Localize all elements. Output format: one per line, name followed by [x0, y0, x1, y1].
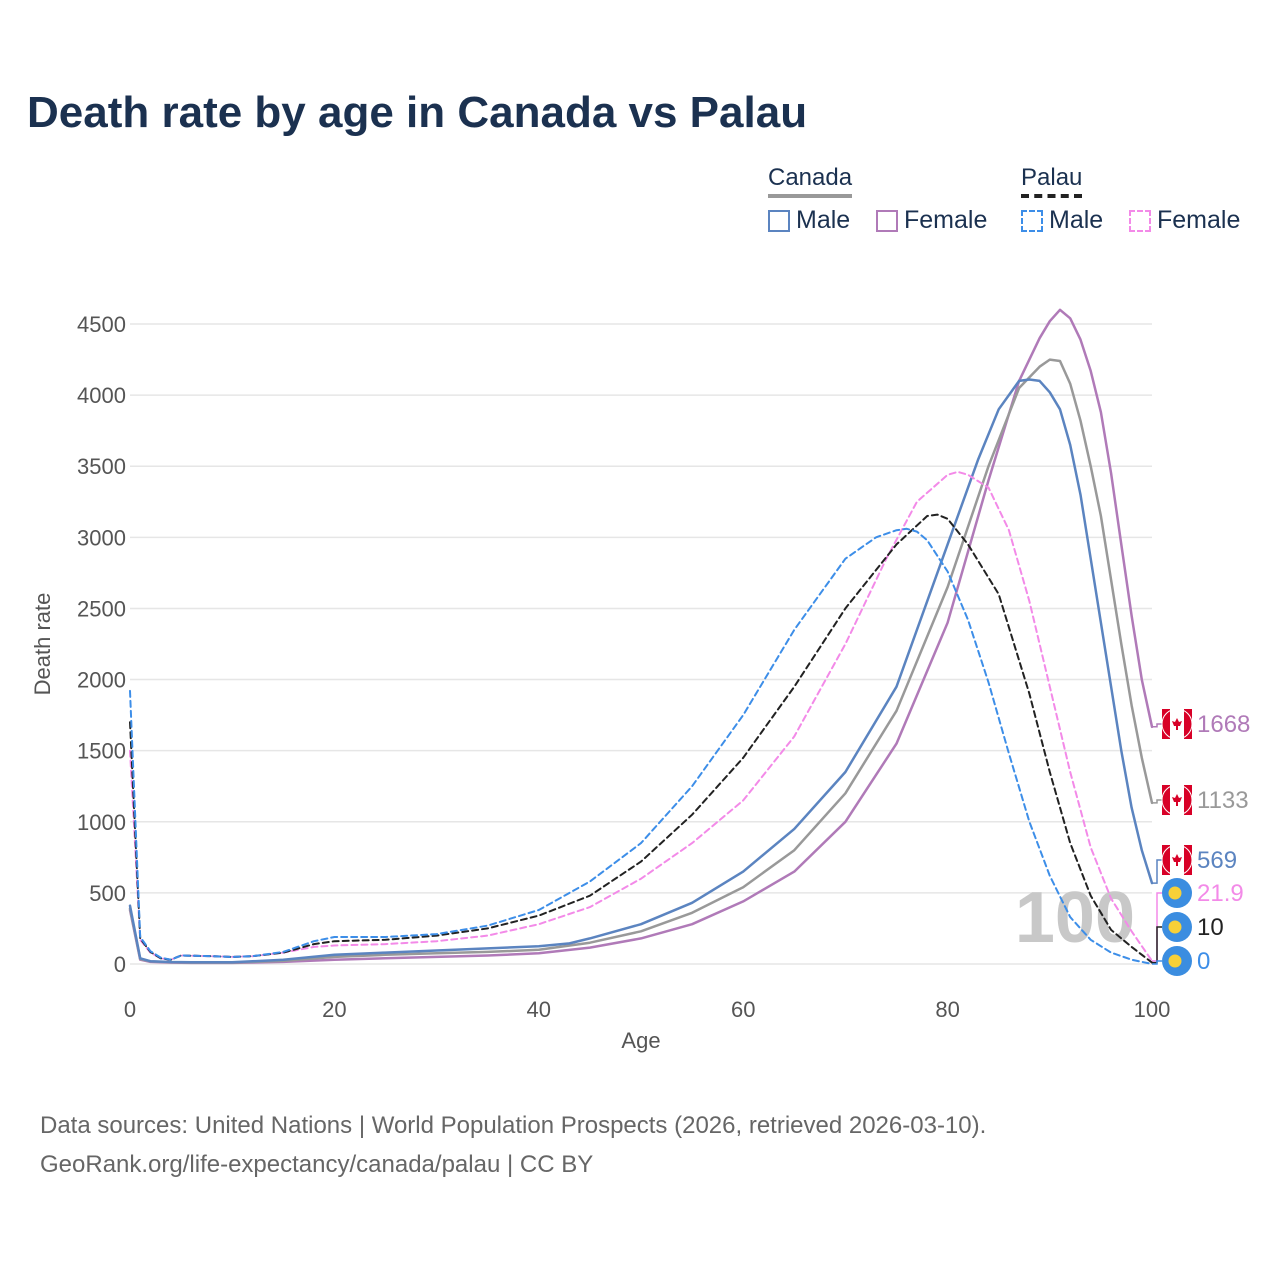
legend-label-palau-male: Male [1049, 206, 1104, 234]
flag-palau-icon [1162, 946, 1192, 976]
x-tick-label-20: 20 [322, 997, 346, 1022]
y-axis-title: Death rate [30, 593, 55, 696]
legend-swatch-palau-female [1129, 209, 1151, 232]
legend-swatch-canada-female [876, 209, 898, 232]
y-tick-label-2500: 2500 [77, 596, 126, 621]
x-tick-label-100: 100 [1134, 997, 1171, 1022]
flag-canada-band-left [1162, 785, 1170, 815]
legend-item-canada-female[interactable]: Female [876, 206, 987, 235]
legend-group-palau: Palau [1021, 164, 1083, 198]
end-label-layer: 1668 1133 569 21.9 10 0 [1152, 708, 1250, 976]
source-note: Data sources: United Nations | World Pop… [40, 1106, 986, 1184]
flag-canada-rim [1161, 844, 1193, 876]
y-tick-label-4500: 4500 [77, 312, 126, 337]
flag-canada-icon [1161, 844, 1193, 876]
y-tick-label-3500: 3500 [77, 454, 126, 479]
end-label-canada-total: 1133 [1197, 787, 1249, 814]
flag-canada-leaf [1172, 794, 1182, 806]
series-line-palau-total [129, 513, 1153, 964]
axis-layer: 0 500 1000 1500 2000 2500 3000 3500 4000 4500 0 20 4… [30, 312, 1170, 1053]
legend-label-palau-female: Female [1157, 206, 1241, 234]
y-tick-label-1500: 1500 [77, 739, 126, 764]
flag-canada-band-right [1184, 785, 1192, 815]
leader-line-palau-total [1152, 926, 1162, 964]
leader-line-canada-male [1152, 859, 1162, 884]
flag-canada-icon [1161, 784, 1193, 816]
flag-palau-icon [1162, 878, 1192, 908]
end-label-palau-male: 0 [1197, 948, 1210, 975]
y-tick-label-3000: 3000 [77, 525, 126, 550]
flag-palau-moon [1168, 954, 1182, 968]
y-tick-label-1000: 1000 [77, 810, 126, 835]
end-label-palau-total: 10 [1197, 914, 1224, 941]
y-tick-label-2000: 2000 [77, 668, 126, 693]
legend-label-canada-male: Male [796, 206, 851, 234]
flag-canada-leaf [1172, 854, 1182, 866]
x-tick-label-0: 0 [124, 997, 136, 1022]
end-label-palau-female: 21.9 [1197, 880, 1244, 907]
legend-group-palau-title: Palau [1021, 164, 1083, 198]
flag-canada-rim [1161, 784, 1193, 816]
flag-palau-moon [1168, 920, 1182, 934]
leader-line-canada-female [1152, 723, 1162, 728]
series-layer [128, 308, 1154, 965]
y-tick-label-0: 0 [114, 952, 126, 977]
chart-title: Death rate by age in Canada vs Palau [27, 88, 808, 137]
flag-canada-band-right [1184, 845, 1192, 875]
y-tick-label-500: 500 [89, 881, 126, 906]
x-tick-label-60: 60 [731, 997, 755, 1022]
flag-canada-rim [1161, 708, 1193, 740]
series-line-canada-male [128, 378, 1154, 964]
leader-line-canada-total [1152, 799, 1162, 804]
flag-canada-icon [1161, 708, 1193, 740]
watermark-year: 100 [1015, 878, 1135, 958]
x-tick-label-40: 40 [527, 997, 551, 1022]
flag-canada-band-right [1184, 709, 1192, 739]
x-tick-label-80: 80 [935, 997, 959, 1022]
x-axis-title: Age [621, 1028, 660, 1053]
end-label-canada-female: 1668 [1197, 711, 1250, 738]
flag-canada-leaf [1172, 718, 1182, 730]
source-line-2[interactable]: GeoRank.org/life-expectancy/canada/palau… [40, 1151, 594, 1178]
series-line-palau-male [129, 527, 1153, 965]
leader-line-palau-male [1152, 960, 1162, 965]
end-label-canada-male: 569 [1197, 847, 1237, 874]
source-line-1: Data sources: United Nations | World Pop… [40, 1112, 987, 1139]
flag-canada-band-left [1162, 845, 1170, 875]
series-line-palau-female [129, 470, 1153, 962]
grid-layer [130, 323, 1152, 965]
legend-group-canada: Canada [768, 164, 853, 198]
legend-swatch-palau-male [1021, 209, 1043, 232]
legend-item-canada-male[interactable]: Male [768, 206, 850, 235]
flag-palau-moon [1168, 886, 1182, 900]
flag-palau-icon [1162, 912, 1192, 942]
legend-item-palau-male[interactable]: Male [1021, 206, 1103, 235]
y-tick-label-4000: 4000 [77, 383, 126, 408]
flag-canada-band-left [1162, 709, 1170, 739]
legend-label-canada-female: Female [904, 206, 988, 234]
legend-item-palau-female[interactable]: Female [1129, 206, 1240, 235]
legend-group-canada-title: Canada [768, 164, 853, 198]
legend-swatch-canada-male [768, 209, 790, 232]
